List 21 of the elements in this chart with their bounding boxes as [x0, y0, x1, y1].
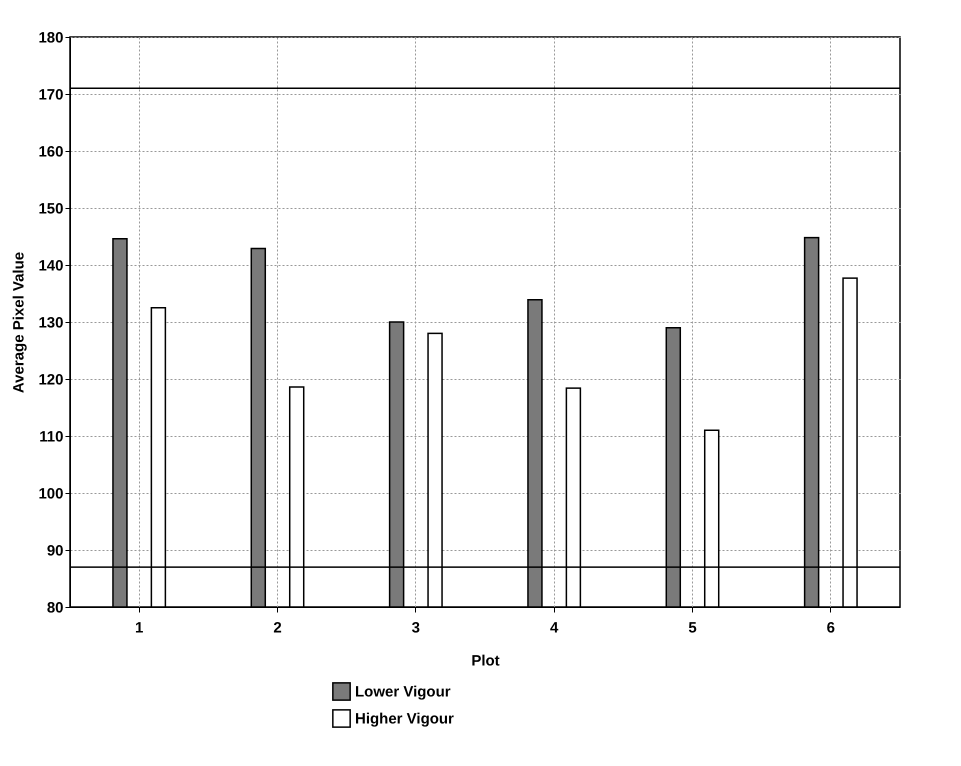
y-axis-title: Average Pixel Value	[10, 252, 28, 394]
x-tick-label: 3	[412, 620, 420, 636]
y-tick-label: 150	[38, 200, 64, 218]
x-tick-label: 1	[134, 620, 144, 636]
y-tick-label: 90	[46, 542, 64, 560]
y-tick-label: 160	[38, 144, 64, 160]
y-tick-label: 110	[39, 428, 64, 446]
y-tick-label: 130	[38, 314, 64, 332]
x-axis-title: Plot	[471, 652, 500, 670]
legend-label: Higher Vigour	[355, 710, 454, 728]
x-tick-label: 5	[688, 620, 697, 636]
x-tick-label: 2	[273, 620, 282, 636]
y-tick-label: 180	[38, 30, 64, 46]
x-tick-label: 6	[826, 620, 836, 636]
y-tick-label: 100	[38, 486, 64, 502]
x-tick-label: 4	[550, 620, 559, 636]
y-tick-label: 170	[38, 86, 64, 104]
legend-label: Lower Vigour	[355, 684, 451, 700]
y-tick-label: 140	[38, 258, 64, 274]
y-tick-label: 80	[46, 600, 64, 616]
y-tick-label: 120	[38, 372, 64, 388]
